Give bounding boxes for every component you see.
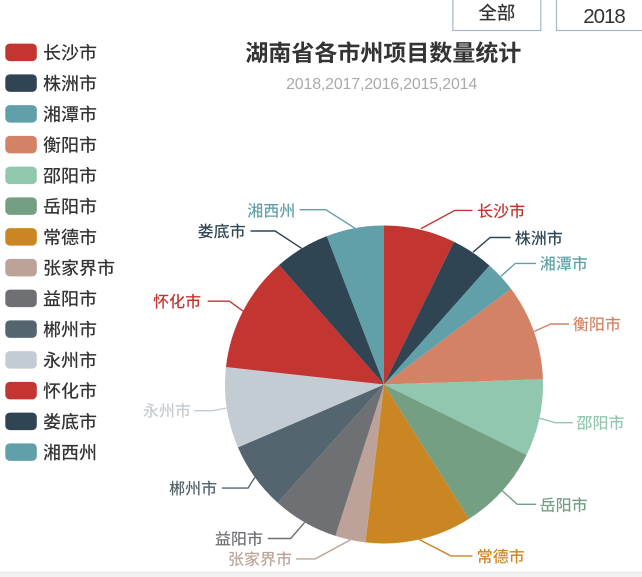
svg-text:2018: 2018: [583, 5, 625, 28]
svg-text:2018,2017,2016,2015,2014: 2018,2017,2016,2015,2014: [286, 76, 477, 93]
